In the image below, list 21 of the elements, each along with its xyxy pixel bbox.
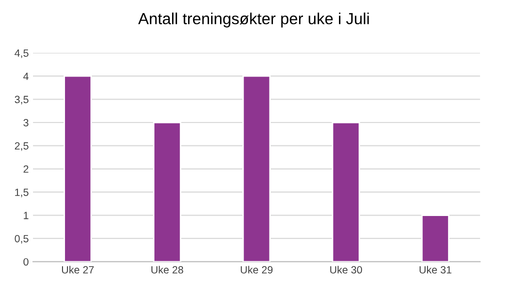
y-tick-label: 4 [23,72,29,80]
y-tick-label: 3,5 [14,96,28,104]
x-tick-label: Uke 29 [240,266,273,274]
bar [332,122,360,262]
y-tick-label: 1 [24,212,28,220]
bar [64,75,92,262]
y-tick-label: 1,5 [15,188,28,198]
chart-title: Antall treningsøkter per uke i Juli [138,12,369,28]
y-tick-label: 2,5 [14,142,28,151]
y-tick-label: 0 [23,258,28,266]
y-tick-label: 3 [23,119,28,126]
y-tick-label: 2 [24,165,28,173]
x-tick-label: Uke 31 [420,266,452,274]
y-tick-label: 4,5 [14,50,28,58]
y-tick-label: 0,5 [14,234,28,244]
x-tick-label: Uke 27 [62,266,94,274]
bar [242,75,271,262]
x-tick-label: Uke 28 [151,266,184,274]
bar [421,214,450,262]
x-tick-label: Uke 30 [330,266,362,274]
bar [153,122,182,262]
